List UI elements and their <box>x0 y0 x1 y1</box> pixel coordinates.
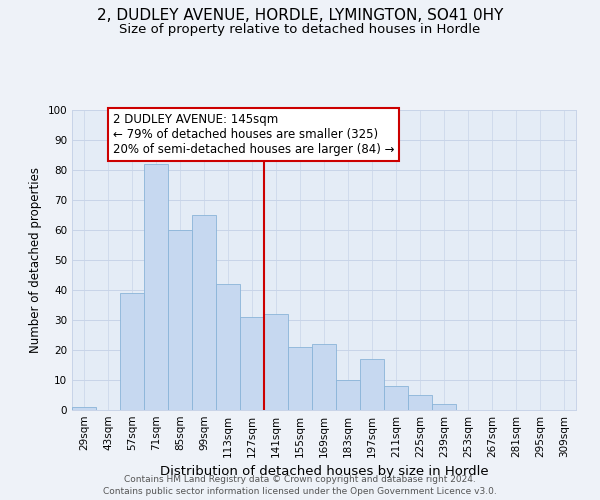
Y-axis label: Number of detached properties: Number of detached properties <box>29 167 42 353</box>
Bar <box>144 164 168 410</box>
X-axis label: Distribution of detached houses by size in Hordle: Distribution of detached houses by size … <box>160 466 488 478</box>
Bar <box>264 314 288 410</box>
Bar <box>432 404 456 410</box>
Bar <box>384 386 408 410</box>
Bar <box>288 347 312 410</box>
Bar <box>120 293 144 410</box>
Bar <box>216 284 240 410</box>
Bar <box>408 395 432 410</box>
Bar <box>168 230 192 410</box>
Bar <box>240 317 264 410</box>
Text: 2, DUDLEY AVENUE, HORDLE, LYMINGTON, SO41 0HY: 2, DUDLEY AVENUE, HORDLE, LYMINGTON, SO4… <box>97 8 503 22</box>
Bar <box>192 215 216 410</box>
Bar <box>72 407 96 410</box>
Bar <box>336 380 360 410</box>
Text: Contains HM Land Registry data © Crown copyright and database right 2024.
Contai: Contains HM Land Registry data © Crown c… <box>103 474 497 496</box>
Text: Size of property relative to detached houses in Hordle: Size of property relative to detached ho… <box>119 22 481 36</box>
Bar <box>360 359 384 410</box>
Bar <box>312 344 336 410</box>
Text: 2 DUDLEY AVENUE: 145sqm
← 79% of detached houses are smaller (325)
20% of semi-d: 2 DUDLEY AVENUE: 145sqm ← 79% of detache… <box>113 113 394 156</box>
